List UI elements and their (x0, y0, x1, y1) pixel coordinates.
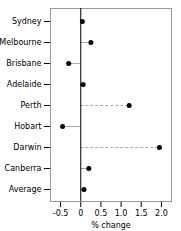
svg-text:% change: % change (91, 221, 131, 230)
svg-text:0: 0 (78, 209, 83, 218)
svg-text:Average: Average (9, 185, 42, 194)
svg-text:Hobart: Hobart (14, 122, 41, 131)
svg-text:Darwin: Darwin (13, 143, 41, 152)
svg-text:Sydney: Sydney (12, 17, 42, 26)
svg-text:-0.5: -0.5 (53, 209, 69, 218)
svg-text:Canberra: Canberra (5, 164, 42, 173)
svg-text:Perth: Perth (21, 101, 42, 110)
svg-text:1.5: 1.5 (135, 209, 148, 218)
svg-text:Melbourne: Melbourne (0, 38, 42, 47)
svg-text:2.0: 2.0 (155, 209, 168, 218)
svg-text:Adelaide: Adelaide (7, 80, 42, 89)
svg-text:1.0: 1.0 (115, 209, 128, 218)
svg-text:0.5: 0.5 (95, 209, 108, 218)
svg-text:Brisbane: Brisbane (6, 59, 41, 68)
